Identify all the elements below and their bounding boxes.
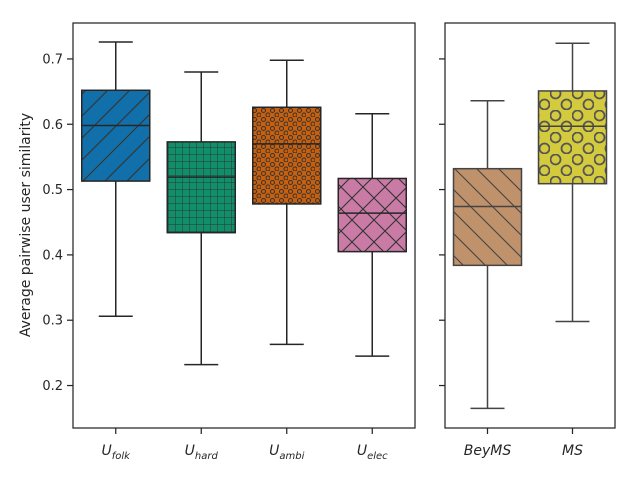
- left-panel: 0.2 0.3 0.4 0.5 0.6 0.7 Ufolk Uhard Uambi Uelec: [42, 22, 416, 462]
- y-axis-label: Average pairwise user similarity: [18, 113, 34, 337]
- box: [452, 167, 523, 267]
- plot-frame: [72, 22, 416, 429]
- x-tick-label: Uhard: [185, 443, 219, 462]
- y-tick-label: 0.2: [42, 379, 63, 394]
- box: [81, 89, 151, 182]
- box: [537, 90, 608, 185]
- box: [337, 177, 407, 253]
- y-tick-label: 0.5: [42, 183, 63, 198]
- y-tick-label: 0.6: [42, 118, 63, 133]
- x-tick-label: Ufolk: [102, 443, 132, 462]
- right-panel: BeyMS MS: [439, 22, 616, 459]
- x-tick-label: MS: [562, 443, 583, 459]
- plot-frame: [444, 22, 616, 429]
- y-tick-label: 0.3: [42, 314, 63, 329]
- box: [252, 106, 322, 205]
- x-tick-label: Uambi: [269, 443, 304, 462]
- y-tick-label: 0.7: [42, 52, 63, 67]
- y-tick-label: 0.4: [42, 248, 63, 263]
- box: [166, 141, 236, 234]
- x-tick-label: BeyMS: [464, 443, 512, 459]
- x-tick-label: Uelec: [357, 443, 388, 462]
